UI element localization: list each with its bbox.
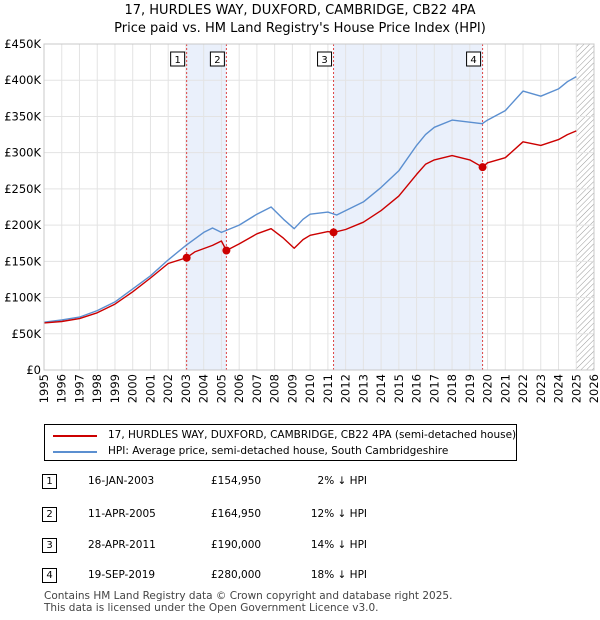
x-tick-label: 2006 bbox=[232, 374, 246, 403]
chart-subtitle: Price paid vs. HM Land Registry's House … bbox=[114, 21, 486, 36]
sale-label-box bbox=[170, 51, 186, 67]
x-tick-label: 1996 bbox=[55, 374, 69, 403]
sale-hpi-diff: 14% ↓ HPI bbox=[310, 539, 367, 551]
sale-number: 2 bbox=[42, 507, 57, 522]
x-tick-label: 2021 bbox=[498, 374, 512, 403]
x-tick-label: 2010 bbox=[303, 374, 317, 403]
sale-row: 1 16-JAN-2003 £154,950 2% ↓ HPI bbox=[42, 474, 442, 492]
x-tick-label: 2014 bbox=[374, 374, 388, 403]
legend-swatch-hpi bbox=[53, 451, 97, 453]
sale-price: £280,000 bbox=[211, 569, 262, 581]
sale-hpi-diff: 2% ↓ HPI bbox=[317, 475, 367, 487]
x-tick-label: 1999 bbox=[108, 374, 122, 403]
sale-label: 2 bbox=[214, 55, 220, 66]
sale-price: £164,950 bbox=[211, 508, 262, 520]
x-tick-label: 2007 bbox=[250, 374, 264, 403]
sale-row: 4 19-SEP-2019 £280,000 18% ↓ HPI bbox=[42, 568, 442, 586]
legend-label-hpi: HPI: Average price, semi-detached house,… bbox=[108, 445, 449, 457]
footer-copyright: Contains HM Land Registry data © Crown c… bbox=[44, 590, 453, 602]
x-tick-label: 1998 bbox=[90, 374, 104, 403]
sale-period-shade bbox=[186, 44, 227, 370]
sale-label: 1 bbox=[174, 55, 180, 66]
sale-price: £190,000 bbox=[211, 539, 262, 551]
x-tick-label: 2020 bbox=[481, 374, 495, 403]
x-tick-label: 1997 bbox=[72, 374, 86, 403]
y-tick-label: £350K bbox=[4, 109, 41, 123]
sale-number: 1 bbox=[42, 474, 57, 489]
y-tick-label: £0 bbox=[26, 363, 41, 377]
x-tick-label: 2018 bbox=[445, 374, 459, 403]
y-tick-label: £400K bbox=[4, 73, 41, 87]
y-tick-label: £300K bbox=[4, 146, 41, 160]
forecast-hatch bbox=[576, 44, 594, 370]
x-tick-label: 2023 bbox=[534, 374, 548, 403]
sale-point bbox=[329, 228, 338, 237]
y-tick-label: £200K bbox=[4, 218, 41, 232]
x-tick-label: 2012 bbox=[339, 374, 353, 403]
hpi-series-line bbox=[43, 75, 577, 323]
x-tick-label: 2005 bbox=[214, 374, 228, 403]
y-tick-label: £250K bbox=[4, 182, 41, 196]
sale-label-box bbox=[209, 51, 225, 67]
sale-point bbox=[182, 253, 191, 262]
sale-date: 28-APR-2011 bbox=[88, 539, 156, 551]
x-tick-label: 2011 bbox=[321, 374, 335, 403]
sale-label: 3 bbox=[321, 55, 327, 66]
x-tick-label: 2015 bbox=[392, 374, 406, 403]
x-tick-label: 2026 bbox=[587, 374, 600, 403]
legend-label-property: 17, HURDLES WAY, DUXFORD, CAMBRIDGE, CB2… bbox=[108, 429, 517, 441]
sale-point bbox=[222, 246, 231, 255]
y-tick-label: £100K bbox=[4, 291, 41, 305]
x-tick-label: 2000 bbox=[126, 374, 140, 403]
footer-licence: This data is licensed under the Open Gov… bbox=[44, 602, 379, 614]
sale-period-shade bbox=[333, 44, 483, 370]
sale-row: 2 11-APR-2005 £164,950 12% ↓ HPI bbox=[42, 507, 442, 525]
sale-label: 4 bbox=[470, 55, 476, 66]
x-tick-label: 2001 bbox=[143, 374, 157, 403]
x-tick-label: 2013 bbox=[356, 374, 370, 403]
x-tick-label: 2009 bbox=[285, 374, 299, 403]
x-tick-label: 1995 bbox=[37, 374, 51, 403]
x-tick-label: 2003 bbox=[179, 374, 193, 403]
x-tick-label: 2008 bbox=[268, 374, 282, 403]
sale-date: 11-APR-2005 bbox=[88, 508, 156, 520]
x-tick-label: 2019 bbox=[463, 374, 477, 403]
x-tick-label: 2016 bbox=[410, 374, 424, 403]
x-tick-label: 2024 bbox=[552, 374, 566, 403]
property-series-line bbox=[43, 130, 577, 324]
price-chart: 1 2 3 4 £0 £50K £100K £150K £200K £250K £300K £350K… bbox=[4, 37, 600, 403]
sale-price: £154,950 bbox=[211, 475, 262, 487]
sale-number: 4 bbox=[42, 568, 57, 583]
y-tick-label: £50K bbox=[12, 327, 42, 341]
plot-border bbox=[43, 43, 595, 371]
x-tick-label: 2022 bbox=[516, 374, 530, 403]
x-tick-label: 2004 bbox=[197, 374, 211, 403]
sale-hpi-diff: 12% ↓ HPI bbox=[310, 508, 367, 520]
sale-label-box bbox=[317, 51, 333, 67]
sale-point bbox=[478, 163, 487, 172]
y-tick-label: £450K bbox=[4, 37, 41, 51]
sale-date: 16-JAN-2003 bbox=[88, 475, 155, 487]
sale-row: 3 28-APR-2011 £190,000 14% ↓ HPI bbox=[42, 538, 442, 556]
x-tick-label: 2017 bbox=[427, 374, 441, 403]
plot-area bbox=[44, 44, 594, 370]
sale-number: 3 bbox=[42, 538, 57, 553]
x-tick-label: 2002 bbox=[161, 374, 175, 403]
legend-swatch-property bbox=[53, 435, 97, 437]
sale-date: 19-SEP-2019 bbox=[88, 569, 156, 581]
x-tick-label: 2025 bbox=[569, 374, 583, 403]
sale-label-box bbox=[466, 51, 482, 67]
sale-hpi-diff: 18% ↓ HPI bbox=[310, 569, 367, 581]
chart-legend: 17, HURDLES WAY, DUXFORD, CAMBRIDGE, CB2… bbox=[44, 424, 517, 461]
y-tick-label: £150K bbox=[4, 254, 41, 268]
chart-title: 17, HURDLES WAY, DUXFORD, CAMBRIDGE, CB2… bbox=[124, 3, 476, 18]
